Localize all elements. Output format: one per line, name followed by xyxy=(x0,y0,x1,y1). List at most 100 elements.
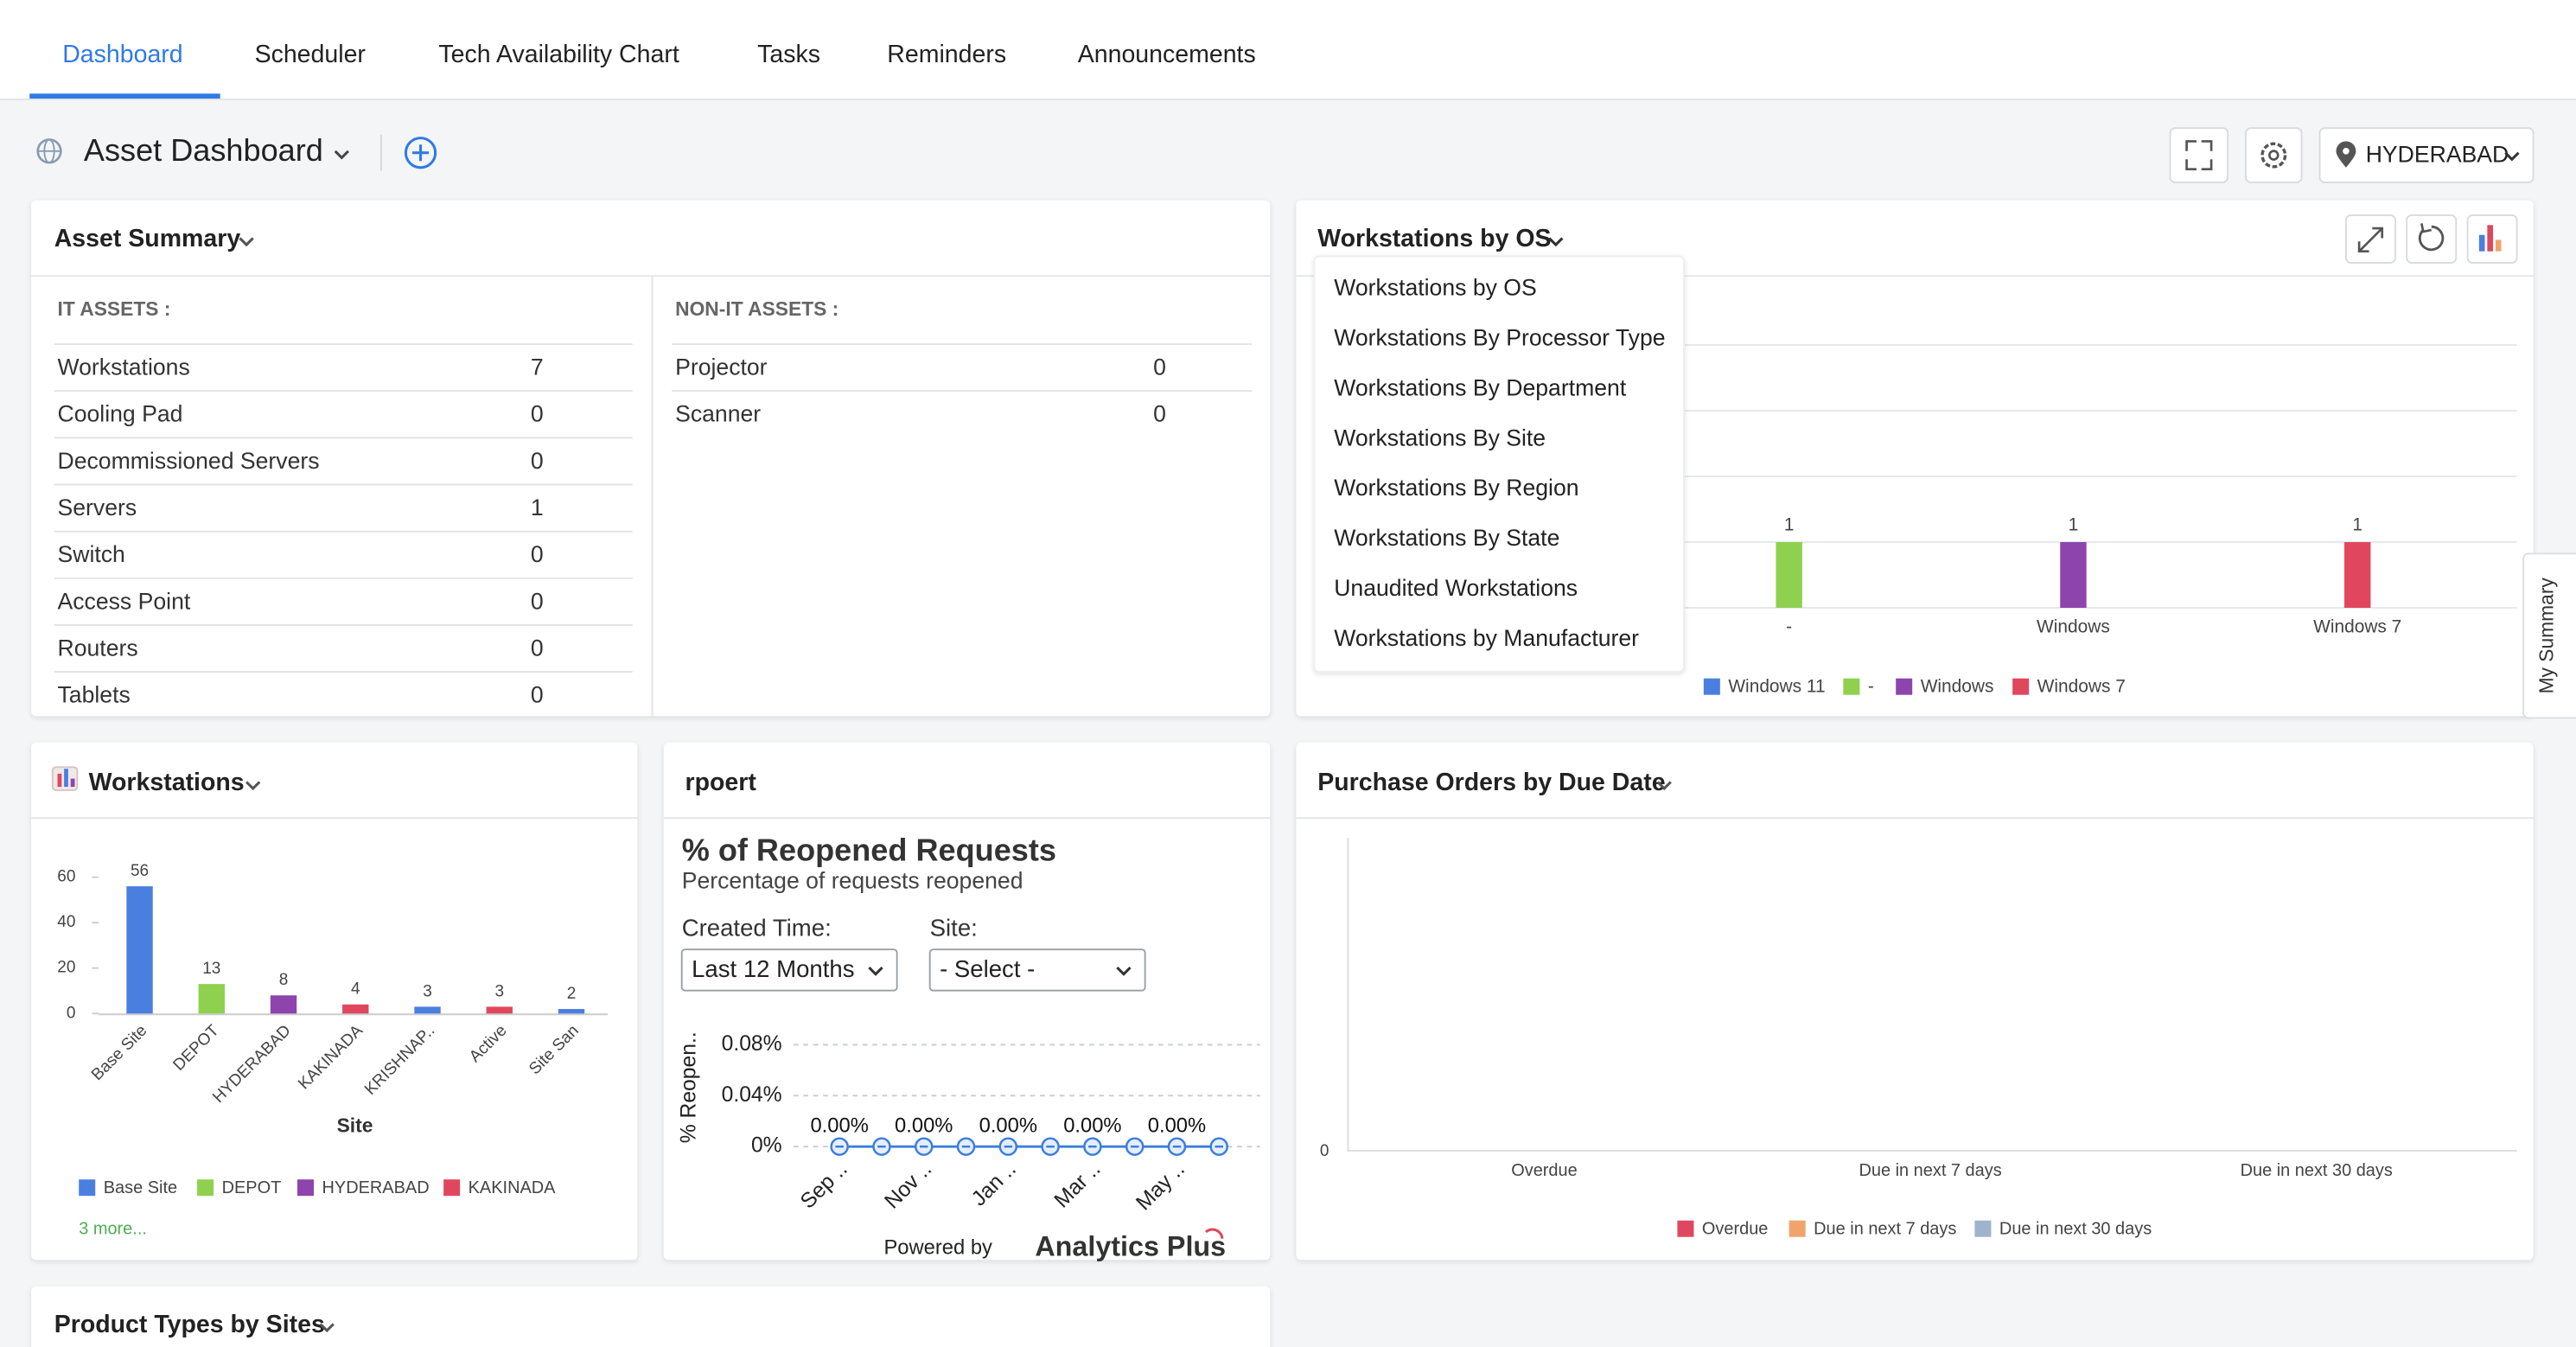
menu-item[interactable]: Workstations By State xyxy=(1334,525,1559,551)
menu-item[interactable]: Workstations By Site xyxy=(1334,425,1546,450)
widget-icon-bar xyxy=(70,778,75,788)
menu-item[interactable]: Unaudited Workstations xyxy=(1334,575,1578,601)
add-widget-button[interactable] xyxy=(404,137,437,169)
nav-tab[interactable]: Tech Availability Chart xyxy=(438,41,679,68)
chevron-icon xyxy=(1656,781,1672,791)
reopened-requests-panel xyxy=(663,742,1271,1261)
chevron-icon xyxy=(1116,967,1132,976)
nav-tab[interactable]: Dashboard xyxy=(62,41,182,68)
legend-label: Windows xyxy=(1921,677,1994,697)
widget-title[interactable]: rpoert xyxy=(685,769,757,796)
legend-swatch xyxy=(443,1179,461,1197)
legend-swatch xyxy=(1843,678,1860,695)
settings-icon xyxy=(2260,142,2287,169)
bar-value-label: 2 xyxy=(567,985,577,1003)
bar-value-label: 3 xyxy=(423,982,432,1000)
bar xyxy=(558,1009,585,1014)
location-selector[interactable] xyxy=(2318,127,2535,183)
purchase-orders-panel xyxy=(1296,742,2534,1261)
filter-label: Site: xyxy=(930,915,978,942)
legend-swatch xyxy=(1896,678,1913,695)
bar-value-label: 56 xyxy=(131,862,149,880)
asset-count: 0 xyxy=(531,401,544,427)
fullscreen-button[interactable] xyxy=(2169,127,2229,183)
powered-by-label: Powered by xyxy=(883,1235,992,1259)
bar-value-label: 3 xyxy=(494,982,504,1000)
asset-name: Routers xyxy=(58,635,138,661)
data-label: 0.00% xyxy=(1063,1114,1121,1138)
bar xyxy=(126,886,153,1014)
legend-swatch xyxy=(79,1179,96,1197)
data-label: 0.00% xyxy=(810,1114,868,1138)
filter-value: - Select - xyxy=(940,955,1035,982)
bar xyxy=(2060,542,2087,608)
active-tab-indicator xyxy=(29,93,220,99)
legend-swatch xyxy=(1703,678,1720,695)
my-summary-tab[interactable] xyxy=(2522,552,2576,719)
chevron-icon xyxy=(1548,237,1564,247)
menu-item[interactable]: Workstations By Department xyxy=(1334,374,1627,400)
widget-title[interactable]: Workstations xyxy=(89,769,245,796)
widget-title[interactable]: Workstations by OS xyxy=(1317,225,1551,252)
nav-tab[interactable]: Scheduler xyxy=(255,41,367,68)
asset-name: Cooling Pad xyxy=(58,401,183,427)
dashboard-title[interactable]: Asset Dashboard xyxy=(84,132,323,168)
asset-count: 1 xyxy=(531,495,544,520)
y-tick-label: 20 xyxy=(57,959,75,977)
y-axis-title: % Reopen.. xyxy=(678,1031,701,1143)
data-label: 0.00% xyxy=(1148,1114,1206,1138)
asset-name: Scanner xyxy=(675,401,761,427)
asset-count: 0 xyxy=(1153,401,1166,427)
x-tick-label: Due in next 7 days xyxy=(1859,1161,2002,1180)
asset-name: Servers xyxy=(58,495,137,520)
asset-count: 0 xyxy=(531,588,544,614)
settings-icon-core xyxy=(2268,150,2280,161)
nav-tab[interactable]: Announcements xyxy=(1078,41,1256,68)
tab-bar xyxy=(0,0,2576,99)
menu-item[interactable]: Workstations By Processor Type xyxy=(1334,324,1665,350)
filter-select[interactable] xyxy=(680,948,898,992)
refresh-button[interactable] xyxy=(2406,214,2458,264)
bar-value-label: 1 xyxy=(2069,515,2079,535)
legend-swatch xyxy=(1677,1220,1694,1237)
refresh-icon xyxy=(2418,225,2445,252)
nav-tab[interactable]: Tasks xyxy=(757,41,820,68)
chart-icon-bar xyxy=(2495,239,2502,252)
filter-select[interactable] xyxy=(928,948,1146,992)
widget-title[interactable]: Product Types by Sites xyxy=(54,1311,325,1338)
nav-tab[interactable]: Reminders xyxy=(887,41,1006,68)
x-tick-label: - xyxy=(1786,616,1792,636)
more-legend-link[interactable]: 3 more... xyxy=(79,1219,147,1238)
y-tick-label: 0% xyxy=(751,1134,782,1158)
widget-title[interactable]: Purchase Orders by Due Date xyxy=(1317,769,1665,796)
table-heading: NON-IT ASSETS : xyxy=(675,297,838,320)
side-tab-label: My Summary xyxy=(2535,578,2558,694)
asset-name: Decommissioned Servers xyxy=(58,448,320,474)
data-label: 0.00% xyxy=(979,1114,1037,1138)
y-tick-label: 0.08% xyxy=(722,1032,782,1056)
refresh-arrow xyxy=(2420,223,2433,233)
chevron-icon xyxy=(245,781,261,791)
settings-button[interactable] xyxy=(2245,127,2303,183)
chart-icon-bar xyxy=(2478,234,2485,252)
legend-label: Due in next 30 days xyxy=(1999,1219,2152,1238)
menu-item[interactable]: Workstations by OS xyxy=(1334,274,1537,300)
y-tick-label: 0 xyxy=(67,1004,76,1022)
add-icon xyxy=(412,144,430,162)
legend-label: - xyxy=(1868,677,1874,697)
bar-value-label: 1 xyxy=(2352,515,2362,535)
bar xyxy=(1776,542,1802,608)
bar xyxy=(486,1006,513,1014)
asset-name: Projector xyxy=(675,354,768,380)
bar-value-label: 13 xyxy=(202,960,220,978)
chart-title: % of Reopened Requests xyxy=(682,833,1056,868)
y-tick-label: 40 xyxy=(57,913,75,931)
asset-count: 0 xyxy=(531,541,544,567)
widget-title[interactable]: Asset Summary xyxy=(54,225,241,252)
menu-item[interactable]: Workstations by Manufacturer xyxy=(1334,625,1639,651)
menu-item[interactable]: Workstations By Region xyxy=(1334,475,1578,501)
asset-count: 0 xyxy=(531,448,544,474)
filter-label: Created Time: xyxy=(682,915,832,942)
legend-label: KAKINADA xyxy=(469,1178,557,1197)
